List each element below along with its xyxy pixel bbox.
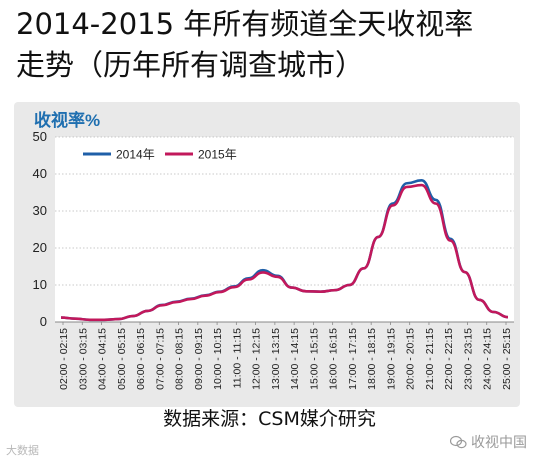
legend-label: 2014年 <box>116 148 155 162</box>
x-tick-label: 20:00 - 20:15 <box>405 328 417 390</box>
x-tick-label: 19:00 - 19:15 <box>385 328 397 390</box>
plot-area <box>55 137 514 322</box>
watermark-left-text: 大数据 <box>6 444 39 457</box>
x-tick-label: 13:00 - 13:15 <box>270 328 282 390</box>
x-tick-label: 24:00 - 24:15 <box>482 328 494 390</box>
x-tick-label: 02:00 - 02:15 <box>58 328 70 390</box>
data-source: 数据来源：CSM媒介研究 <box>163 408 376 430</box>
y-tick-label: 40 <box>33 166 47 181</box>
x-tick-label: 10:00 - 10:15 <box>212 328 224 390</box>
chart-title: 2014-2015 年所有频道全天收视率 走势（历年所有调查城市） <box>16 4 531 86</box>
y-tick-label: 20 <box>33 240 47 255</box>
series-lines <box>60 178 509 322</box>
x-tick-label: 15:00 - 15:15 <box>308 328 320 390</box>
y-axis-label: 收视率% <box>34 110 100 130</box>
x-tick-label: 06:00 - 06:15 <box>135 328 147 390</box>
title-line-1: 2014-2015 年所有频道全天收视率 <box>16 7 474 41</box>
x-tick-label: 14:00 - 14:15 <box>289 328 301 390</box>
y-tick-label: 0 <box>40 314 47 329</box>
x-tick-label: 22:00 - 22:15 <box>443 328 455 390</box>
wechat-icon <box>450 435 467 449</box>
x-tick-label: 03:00 - 03:15 <box>77 328 89 390</box>
y-tick-labels: 0 10 20 30 40 50 <box>33 129 47 329</box>
legend-label: 2015年 <box>198 148 237 162</box>
x-tick-label: 04:00 - 04:15 <box>97 328 109 390</box>
watermark-right-text: 收视中国 <box>471 435 527 451</box>
x-tick-label: 12:00 - 12:15 <box>251 328 263 390</box>
watermark-left: 大数据 <box>6 442 39 458</box>
y-tick-label: 50 <box>33 129 47 144</box>
x-tick-label: 09:00 - 09:15 <box>193 328 205 390</box>
x-tick-label: 11:00 - 11:15 <box>231 328 243 388</box>
x-tick-label: 05:00 - 05:15 <box>116 328 128 390</box>
x-tick-label: 18:00 - 18:15 <box>366 328 378 390</box>
legend: 2014年 2015年 <box>83 148 237 162</box>
grid-lines <box>55 136 514 323</box>
x-tick-label: 16:00 - 16:15 <box>328 328 340 390</box>
x-tick-label: 17:00 - 17:15 <box>347 328 359 390</box>
y-tick-label: 30 <box>33 203 47 218</box>
series-line-2 <box>60 183 509 322</box>
x-tick-label: 21:00 - 21:15 <box>424 328 436 390</box>
y-tick-label: 10 <box>33 277 47 292</box>
watermark-right: 收视中国 <box>450 432 527 452</box>
x-tick-label: 07:00 - 07:15 <box>154 328 166 390</box>
x-tick-labels: 02:00 - 02:15 03:00 - 03:15 04:00 - 04:15 0… <box>58 322 513 390</box>
x-tick-label: 25:00 - 25:15 <box>501 328 513 390</box>
title-line-2: 走势（历年所有调查城市） <box>16 48 365 82</box>
x-tick-label: 08:00 - 08:15 <box>174 328 186 390</box>
x-tick-label: 23:00 - 23:15 <box>462 328 474 390</box>
chart-container: 收视率% 0 10 20 30 40 50 02:00 - 02:15 03:00 - 03… <box>0 92 539 412</box>
line-chart: 收视率% 0 10 20 30 40 50 02:00 - 02:15 03:00 - 03… <box>14 102 520 407</box>
